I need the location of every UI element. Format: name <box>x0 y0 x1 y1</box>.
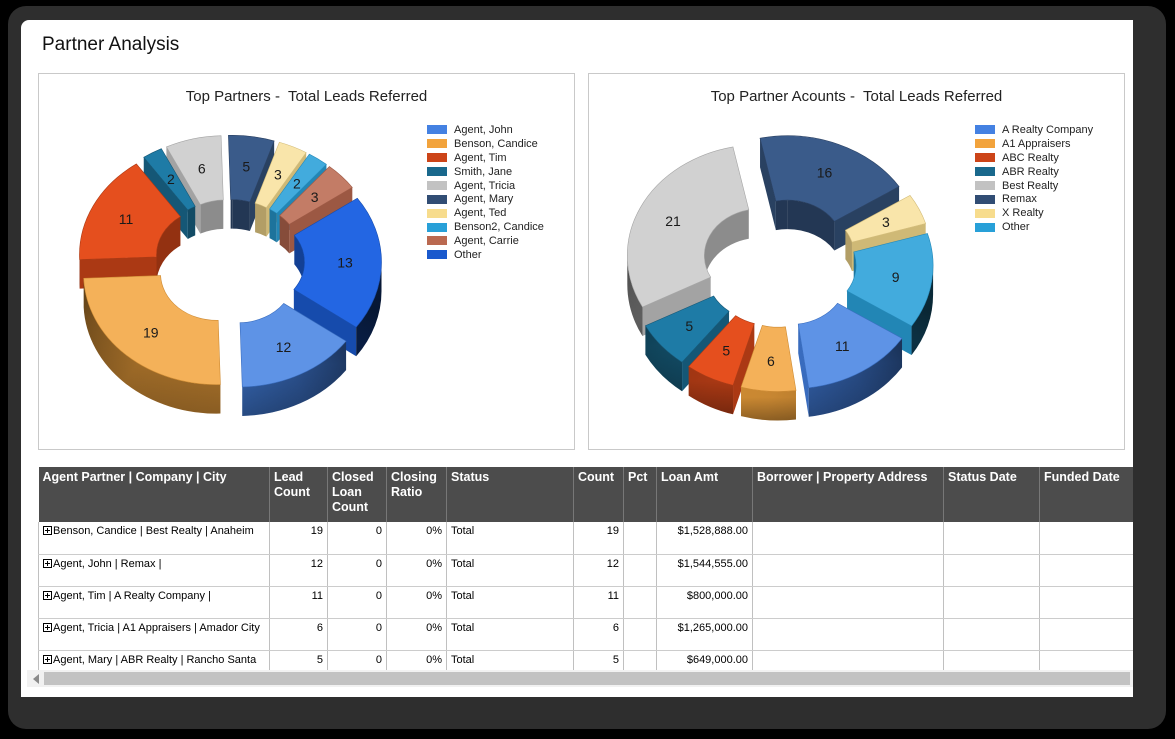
svg-text:11: 11 <box>119 211 134 227</box>
svg-text:3: 3 <box>882 214 890 230</box>
svg-text:5: 5 <box>685 318 693 334</box>
svg-text:2: 2 <box>293 176 301 192</box>
svg-text:16: 16 <box>817 165 833 181</box>
svg-text:6: 6 <box>767 353 775 369</box>
svg-text:11: 11 <box>835 338 850 354</box>
svg-text:9: 9 <box>892 269 900 285</box>
svg-text:12: 12 <box>276 339 292 355</box>
svg-text:6: 6 <box>198 160 206 176</box>
svg-text:19: 19 <box>143 325 159 341</box>
svg-text:5: 5 <box>722 343 730 359</box>
svg-text:5: 5 <box>242 159 250 175</box>
svg-text:2: 2 <box>167 171 175 187</box>
svg-text:3: 3 <box>311 189 319 205</box>
svg-text:21: 21 <box>665 213 681 229</box>
svg-text:3: 3 <box>274 167 282 183</box>
svg-text:13: 13 <box>337 255 353 271</box>
